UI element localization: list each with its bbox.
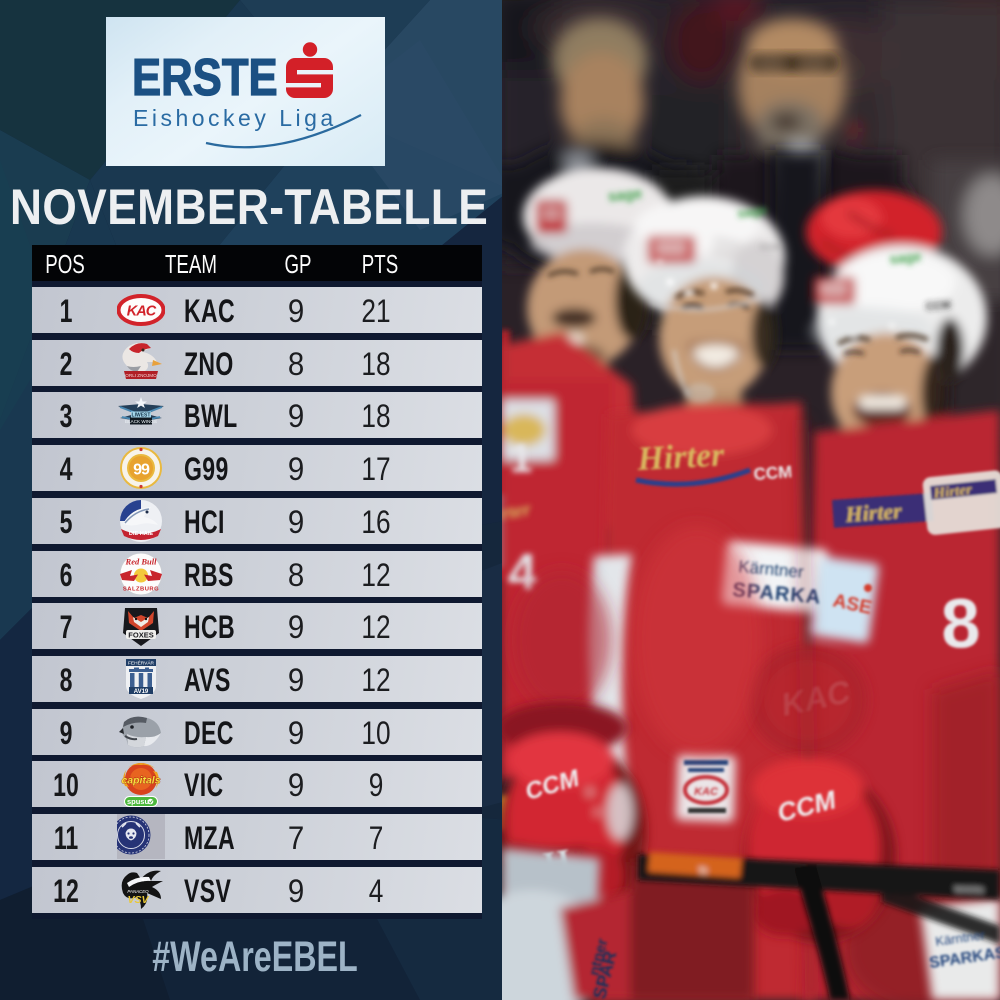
- svg-text:capitals: capitals: [121, 775, 160, 787]
- svg-text:BLACK WINGS: BLACK WINGS: [125, 419, 157, 424]
- svg-text:99: 99: [133, 462, 150, 479]
- svg-text:WARRI: WARRI: [954, 884, 984, 896]
- svg-text:CCM: CCM: [925, 299, 951, 313]
- svg-text:sage: sage: [889, 248, 923, 267]
- svg-text:CCM: CCM: [753, 462, 793, 484]
- svg-text:PANACEO: PANACEO: [127, 889, 149, 894]
- svg-text:FEHÉRVÁR: FEHÉRVÁR: [128, 659, 155, 666]
- svg-text:SALZBURG: SALZBURG: [123, 586, 159, 592]
- svg-text:KAC: KAC: [127, 304, 157, 320]
- svg-text:KAC: KAC: [694, 786, 719, 798]
- svg-text:Hirter: Hirter: [635, 436, 725, 478]
- svg-text:AV19: AV19: [134, 689, 149, 695]
- svg-text:rter: rter: [502, 498, 533, 525]
- svg-text:1: 1: [510, 437, 532, 481]
- svg-text:spusu: spusu: [127, 797, 150, 806]
- svg-text:Kärntner: Kärntner: [934, 927, 986, 949]
- svg-text:8: 8: [940, 584, 982, 663]
- svg-text:DIE HAIE: DIE HAIE: [129, 531, 154, 537]
- svg-text:ORLI ZNOJMO: ORLI ZNOJMO: [125, 373, 157, 378]
- svg-text:CCM: CCM: [760, 242, 781, 252]
- svg-text:sage: sage: [607, 185, 643, 205]
- svg-text:VSV: VSV: [127, 894, 149, 906]
- svg-text:Hirter: Hirter: [844, 498, 903, 527]
- svg-text:TI: TI: [698, 866, 708, 877]
- svg-text:LIWEST: LIWEST: [132, 413, 151, 419]
- svg-text:sage: sage: [736, 202, 767, 221]
- svg-text:Red Bull: Red Bull: [125, 556, 158, 566]
- svg-text:Hirter: Hirter: [932, 482, 973, 502]
- svg-text:FOXES: FOXES: [128, 631, 153, 640]
